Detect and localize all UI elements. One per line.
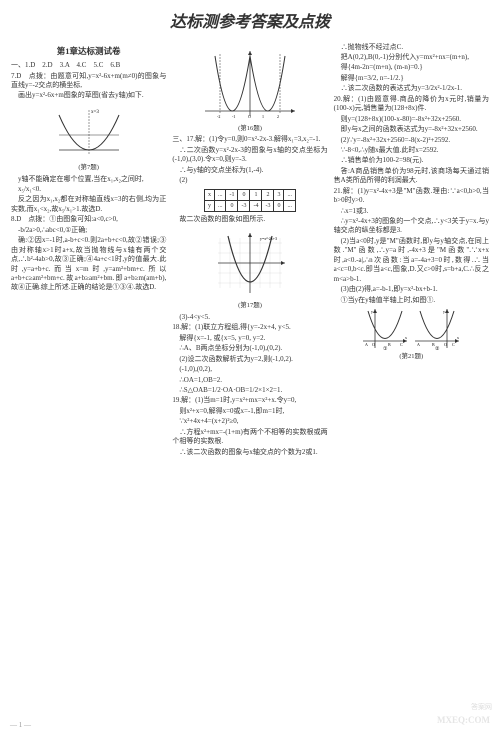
svg-text:C: C — [452, 342, 455, 347]
q18-p5: (-1,0),(0,2), — [172, 365, 327, 374]
q21-p6: ①当y在y轴值半轴上时,如图①. — [334, 296, 489, 305]
column-3: ∴抛物线不经过点C. 把A(0,2),B(0,-1)分别代入y=mx²+nx=(… — [331, 42, 492, 458]
svg-text:x=3: x=3 — [91, 110, 99, 115]
c3-p3: 得{4m-2n=(m+n), (m-n)=0.} — [334, 63, 489, 72]
svg-text:②: ② — [435, 346, 440, 351]
q7-p4: 反之因为x₁,x₂都在对称轴直线x=3的右侧,均为正实数,而x₁<x₂,故x₅/… — [11, 195, 166, 214]
q17-p4: 故二次函数的图象如图所示. — [172, 215, 327, 224]
q18-p3: ∴A、B两点坐标分别为(-1,0),(0,2). — [172, 344, 327, 353]
q17-p2: ∴二次函数y=x²-2x-3的图象与x轴的交点坐标为(-1,0),(3,0).令… — [172, 146, 327, 165]
column-1: 第1章达标测试卷 一、1.D 2.D 3.A 4.C 5.C 6.B 7.D 点… — [8, 42, 169, 458]
q17-intro: 三、17.解：(1)令y=0,则0=x²-2x-3.解得x₁=3,x₂=-1. — [172, 135, 327, 144]
q17-table: x...-10123... y...0-3-4-30... — [204, 189, 296, 212]
q7-chart-caption: (第7题) — [11, 164, 166, 173]
svg-text:y: y — [443, 309, 445, 314]
svg-text:C: C — [400, 342, 403, 347]
watermark-text: 答案网 — [471, 703, 492, 712]
q17-p3b: (2) — [172, 176, 327, 185]
q20-p4: (2)∵y=-8x²+32x+2560=-8(x-2)²+2592. — [334, 136, 489, 145]
q7-p2: 画出y=x²-6x+m图象的草图(省去y轴)如下. — [11, 91, 166, 100]
svg-text:-1: -1 — [232, 114, 235, 119]
svg-text:y=x²-2x+3: y=x²-2x+3 — [260, 236, 277, 241]
svg-text:x: x — [457, 335, 459, 340]
chart-17: y=x²-2x+3 — [210, 228, 290, 298]
q20-intro: 20.解：(1)由题意得.商品的降价为x元时,销量为(100-x)元,销售量为(… — [334, 95, 489, 114]
q19-p4: ∴方程x²+mx=-(1+m)有两个不相等的实数根或两个相等的实数根. — [172, 428, 327, 447]
c3-p2: 把A(0,2),B(0,-1)分别代入y=mx²+nx=(m+n), — [334, 53, 489, 62]
q8-p5: -b/2a>0,∴abc<0,①正确; — [11, 226, 166, 235]
q20-p5: ∵-8<0,∴y随x最大值.此时x=2592. — [334, 146, 489, 155]
q17-p3: ∴与y轴的交点坐标为(1,-4). — [172, 166, 327, 175]
q7-frac: x₅/x₁<0. — [11, 185, 166, 194]
q21-p2: ∴x=1或3. — [334, 207, 489, 216]
q17-p5: (3)-4<y<5. — [172, 313, 327, 322]
svg-text:1: 1 — [262, 114, 264, 119]
c3-p1: ∴抛物线不经过点C. — [334, 43, 489, 52]
q7-p3: y轴不能确定在哪个位置,当在x₁,x₂之间时, — [11, 175, 166, 184]
chart-17-caption: (第17题) — [172, 302, 327, 311]
q20-p3: 即y与x之间的函数表达式为y=-8x²+32x+2560. — [334, 125, 489, 134]
svg-text:-2: -2 — [217, 114, 220, 119]
q21-charts: AOBC ① xy ABOC ② xy — [334, 306, 489, 351]
q20-p6: ∴销售单价为100-2=98(元). — [334, 156, 489, 165]
svg-text:O: O — [444, 342, 447, 347]
c3-p5: ∴该二次函数的表达式为y=3/2x²-1/2x-1. — [334, 84, 489, 93]
q20-p7: 答:A商品销售单价为98元时,该商场每天通过销售A类所品所得的利润最大. — [334, 167, 489, 186]
watermark-logo: MXEQ:COM — [437, 714, 490, 726]
column-2: -2 -1 O 1 2 (第16题) 三、17.解：(1)令y=0,则0=x²-2x-… — [169, 42, 330, 458]
q19-p2: 则x²+x=0,解得x=0或x=-1,即m=1时, — [172, 407, 327, 416]
q19-p5: ∴该二次函数的图象与x轴交点的个数为2或1. — [172, 448, 327, 457]
q7-chart: x=3 — [54, 105, 124, 160]
svg-text:y: y — [371, 309, 373, 314]
svg-text:x: x — [405, 335, 407, 340]
page-title: 达标测参考答案及点拨 — [0, 0, 500, 42]
svg-text:O: O — [248, 114, 251, 119]
q18-p7: ∴S△OAB=1/2·OA·OB=1/2×1×2=1. — [172, 386, 327, 395]
q18-p4: (2)设二次函数解析式为y=2,则(-1,0,2). — [172, 355, 327, 364]
q21-p3: ∴y=x²-4x+3的图象的一个交点,∴y<3关于y=x.与y轴交点的纵坐标都是… — [334, 217, 489, 236]
q18-intro: 18.解：(1)联立方程组,得{y=-2x+4, y<5. — [172, 323, 327, 332]
svg-text:B: B — [388, 342, 391, 347]
svg-text:①: ① — [383, 346, 388, 351]
q21-p4: (2)当a<0时,y是"M"函数时,即y与y轴交点,在同上数."M"函数,∴y=… — [334, 237, 489, 284]
chart-21-caption: (第21题) — [334, 353, 489, 362]
q7-intro: 7.D 点拨：由题意可知,y=x²-6x+m(m≠0)的图象与直线y=-2交点的… — [11, 72, 166, 91]
section-heading: 第1章达标测试卷 — [11, 46, 166, 57]
svg-text:A: A — [417, 342, 420, 347]
q8-intro: 8.D 点拨：①由图象可知:a<0,c>0, — [11, 215, 166, 224]
svg-text:O: O — [372, 342, 375, 347]
q19-intro: 19.解：(1)当m=1时,y=x²+mx=x²+x.令y=0, — [172, 396, 327, 405]
svg-text:2: 2 — [277, 114, 279, 119]
chart-21-right: ABOC ② xy — [412, 306, 462, 351]
q19-p3: ∵x²+4x+4=(x+2)²≥0, — [172, 417, 327, 426]
q21-intro: 21.解：(1)y=x²-4x+3是"M"函数.理由:∵a<0,b>0,当b>0… — [334, 187, 489, 206]
q20-p2: 则y=(128+8x)(100-x-80)=-8x²+32x+2560. — [334, 115, 489, 124]
q18-p2: 解得{x=-1, 或{x=5, y=0, y=2. — [172, 334, 327, 343]
q8-p6: 确:②因x=-1时,a-b+c<0.则2a+b+c<0,故②错误;③由对称轴x>… — [11, 236, 166, 293]
q21-p5: (3)由(2)得,a=-b-1,即y=x²-bx+b-1. — [334, 285, 489, 294]
c3-p4: 解得{m=3/2, n=-1/2.} — [334, 74, 489, 83]
page-number: — 1 — — [10, 721, 31, 730]
chart-16-caption: (第16题) — [172, 125, 327, 134]
svg-text:A: A — [365, 342, 368, 347]
content-columns: 第1章达标测试卷 一、1.D 2.D 3.A 4.C 5.C 6.B 7.D 点… — [0, 42, 500, 458]
chart-21-left: AO B C ① x y — [360, 306, 410, 351]
q18-p6: ∴OA=1,OB=2. — [172, 376, 327, 385]
chart-16: -2 -1 O 1 2 — [200, 46, 300, 121]
answer-line-a: 一、1.D 2.D 3.A 4.C 5.C 6.B — [11, 61, 166, 70]
